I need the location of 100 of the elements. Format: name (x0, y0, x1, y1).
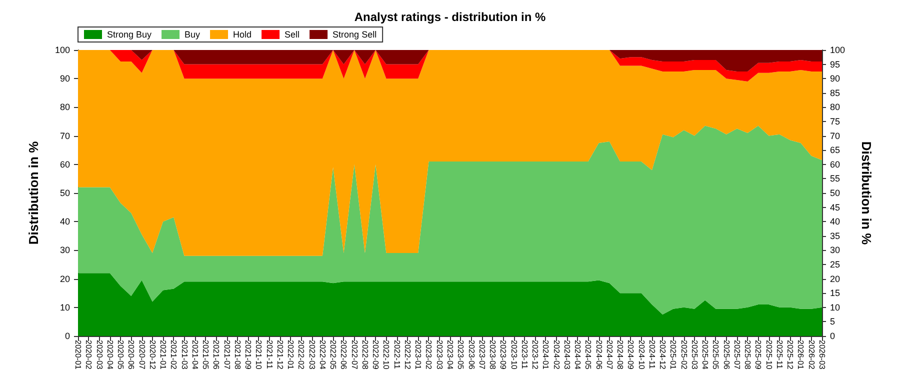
y2-tick-label: 100 (830, 45, 846, 55)
x-tick-label: 2022-09 (371, 340, 380, 370)
y-tick-label: 40 (60, 216, 70, 227)
y-tick-label: 20 (60, 274, 70, 284)
x-tick-label: 2024-01 (541, 340, 550, 370)
legend-label: Strong Sell (332, 30, 377, 40)
x-tick-label: 2021-11 (264, 340, 274, 370)
x-tick-label: 2022-01 (286, 340, 296, 370)
x-tick-label: 2023-04 (446, 340, 454, 370)
x-tick-label: 2021-06 (212, 340, 221, 370)
x-tick-label: 2025-01 (668, 340, 678, 370)
x-tick-label: 2025-08 (743, 340, 752, 370)
x-tick-label: 2021-12 (275, 340, 284, 370)
x-tick-label: 2024-04 (573, 340, 582, 370)
x-tick-label: 2022-03 (307, 340, 316, 370)
legend-label: Sell (284, 30, 300, 40)
x-tick-label: 2023-01 (414, 340, 423, 370)
x-tick-label: 2020-05 (116, 340, 126, 370)
legend-label: Strong Buy (107, 30, 152, 40)
x-tick-label: 2022-10 (382, 340, 391, 370)
x-tick-label: 2023-11 (520, 340, 529, 370)
y2-tick-label: 40 (830, 216, 840, 227)
y-tick-label: 60 (60, 159, 70, 170)
x-tick-label: 2021-04 (190, 340, 200, 370)
x-tick-label: 2024-05 (584, 340, 593, 370)
x-tick-label: 2024-02 (552, 340, 561, 370)
x-tick-label: 2020-01 (74, 340, 82, 370)
y-tick-label: 10 (60, 302, 70, 312)
x-tick-label: 2024-06 (594, 340, 604, 370)
x-tick-label: 2025-02 (679, 340, 688, 370)
x-tick-label: 2020-12 (148, 340, 157, 370)
x-tick-label: 2022-06 (339, 340, 348, 370)
y2-axis-title: Distribution in % (859, 141, 874, 246)
y-tick-label: 100 (54, 45, 70, 55)
x-tick-label: 2021-09 (244, 340, 253, 370)
y2-tick-label: 85 (830, 88, 840, 98)
x-tick-label: 2025-05 (711, 340, 720, 370)
y2-tick-label: 30 (830, 245, 840, 256)
x-tick-label: 2024-12 (658, 340, 668, 370)
legend-label: Hold (233, 30, 252, 40)
x-tick-label: 2023-10 (509, 340, 518, 370)
chart-title: Analyst ratings - distribution in % (354, 10, 546, 24)
y-tick-label: 50 (60, 188, 70, 198)
x-tick-label: 2020-02 (84, 340, 94, 370)
y-axis-title: Distribution in % (26, 140, 41, 245)
y2-tick-label: 10 (830, 302, 840, 312)
x-tick-label: 2023-08 (488, 340, 498, 370)
legend-label: Buy (184, 30, 201, 40)
x-tick-label: 2023-07 (477, 340, 486, 370)
x-tick-label: 2023-05 (456, 340, 466, 370)
y2-tick-label: 15 (830, 288, 840, 298)
x-tick-label: 2025-09 (754, 340, 763, 370)
x-tick-label: 2025-03 (690, 340, 699, 370)
y2-tick-label: 75 (830, 116, 840, 126)
x-tick-label: 2021-05 (201, 340, 210, 370)
y2-tick-label: 35 (830, 230, 840, 241)
x-tick-label: 2025-12 (786, 340, 795, 370)
x-tick-label: 2021-10 (254, 340, 264, 370)
y2-tick-label: 50 (830, 188, 840, 198)
y2-tick-label: 20 (830, 274, 840, 284)
y-tick-label: 70 (60, 130, 70, 141)
y-tick-label: 80 (60, 102, 70, 112)
x-tick-label: 2021-02 (169, 340, 178, 370)
x-tick-label: 2023-12 (530, 340, 540, 370)
y2-tick-label: 5 (830, 316, 836, 327)
x-tick-label: 2022-08 (360, 340, 370, 370)
x-tick-label: 2023-06 (466, 340, 476, 370)
x-tick-label: 2022-05 (328, 340, 338, 370)
x-tick-label: 2020-04 (105, 340, 114, 370)
x-tick-label: 2023-02 (424, 340, 434, 370)
x-tick-label: 2020-06 (126, 340, 136, 370)
x-tick-label: 2024-10 (636, 340, 646, 370)
x-tick-label: 2021-03 (180, 340, 189, 370)
y-tick-label: 90 (60, 74, 70, 84)
x-tick-label: 2024-03 (562, 340, 572, 370)
x-tick-label: 2024-11 (647, 340, 656, 370)
x-tick-label: 2024-09 (626, 340, 636, 370)
x-tick-label: 2020-03 (94, 340, 104, 370)
x-tick-label: 2022-11 (392, 340, 402, 370)
y-tick-label: 0 (64, 331, 70, 341)
x-tick-label: 2021-08 (232, 340, 242, 370)
x-tick-label: 2024-07 (604, 340, 614, 370)
x-tick-label: 2025-10 (764, 340, 774, 370)
x-tick-label: 2021-07 (222, 340, 232, 370)
y2-tick-label: 90 (830, 74, 840, 84)
y2-tick-label: 70 (830, 130, 840, 141)
y2-tick-label: 95 (830, 59, 840, 70)
x-tick-label: 2023-09 (498, 340, 508, 370)
x-tick-label: 2025-06 (722, 340, 731, 370)
x-tick-label: 2023-03 (434, 340, 444, 370)
y2-tick-label: 55 (830, 174, 840, 184)
x-tick-label: 2022-02 (296, 340, 306, 370)
x-tick-label: 2024-08 (616, 340, 625, 370)
y-tick-label: 30 (60, 245, 70, 256)
x-tick-label: 2025-04 (700, 340, 710, 370)
y2-tick-label: 45 (830, 202, 840, 212)
x-tick-label: 2020-07 (137, 340, 146, 370)
x-tick-label: 2025-07 (732, 340, 742, 370)
y2-tick-label: 25 (830, 260, 840, 270)
x-tick-label: 2026-03 (818, 340, 826, 370)
